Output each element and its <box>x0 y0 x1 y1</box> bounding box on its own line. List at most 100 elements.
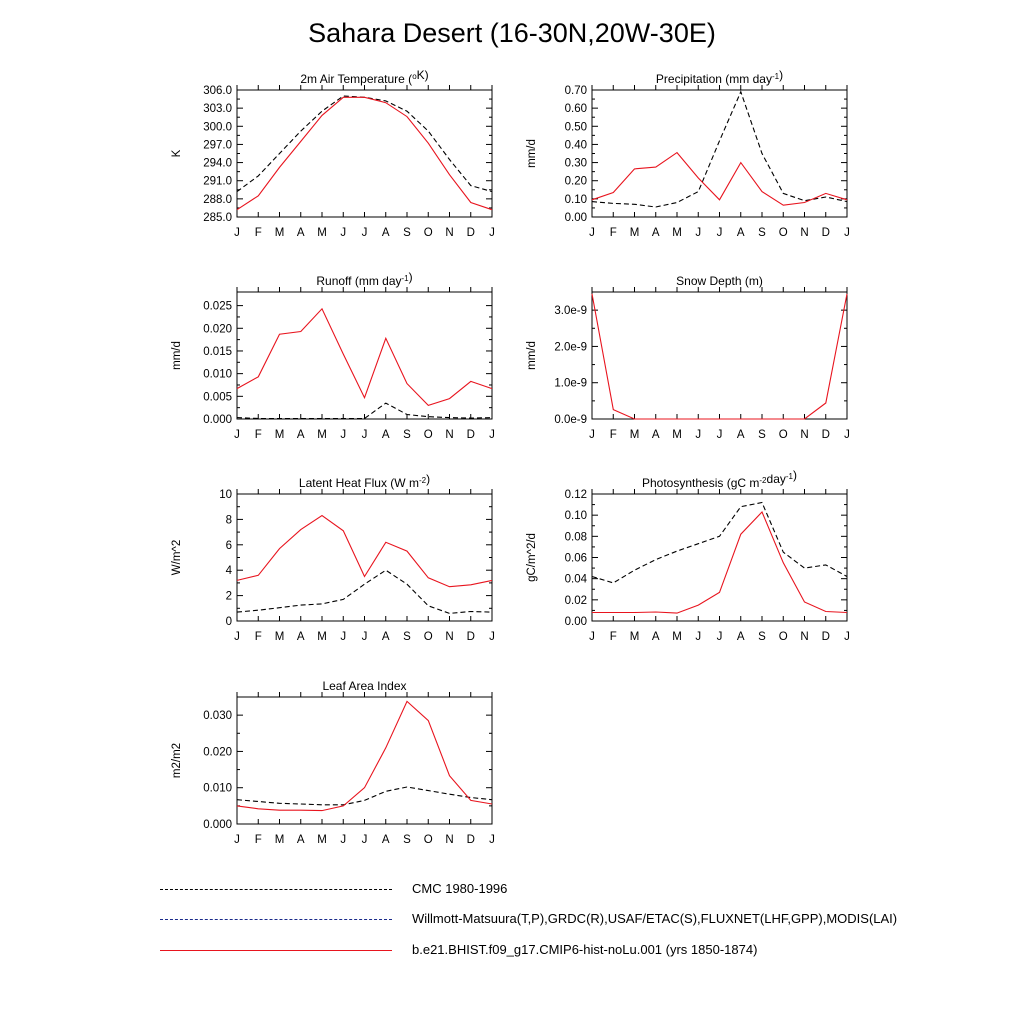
chart-title: 2m Air Temperature (oK) <box>300 68 428 86</box>
x-tick-label: D <box>467 631 475 643</box>
plot-frame <box>591 89 848 218</box>
y-tick-label: 0.06 <box>565 553 587 565</box>
y-tick-label: 0.02 <box>565 595 587 607</box>
x-tick-label: D <box>467 429 475 441</box>
series-line-model <box>236 514 493 588</box>
x-tick-label: O <box>424 834 433 846</box>
series-line-obs <box>236 402 493 420</box>
x-tick-label: O <box>424 429 433 441</box>
y-tick-label: 0.70 <box>565 85 587 97</box>
y-axis-label: m2/m2 <box>171 743 183 778</box>
x-tick-label: J <box>589 631 595 643</box>
x-tick-label: D <box>467 834 475 846</box>
x-tick-label: J <box>589 429 595 441</box>
chart-title: Leaf Area Index <box>322 679 406 693</box>
x-tick-label: M <box>317 429 327 441</box>
chart-panel-4: Snow Depth (m)mm/dJ F M A M J J A S O N D J0.0e-91.0… <box>526 274 850 441</box>
x-tick-label: S <box>758 631 766 643</box>
x-tick-label: A <box>297 631 305 643</box>
x-tick-label: J <box>717 429 723 441</box>
y-tick-label: 0.010 <box>203 369 232 381</box>
chart-title: Latent Heat Flux (W m-2) <box>299 472 430 490</box>
y-tick-label: 0.00 <box>565 616 587 628</box>
y-tick-label: 0.030 <box>203 710 232 722</box>
x-tick-label: M <box>317 834 327 846</box>
legend-label: CMC 1980-1996 <box>412 881 508 896</box>
chart-panel-6: Photosynthesis (gC m-2day-1)gC/m^2/dJ F M A… <box>526 468 850 643</box>
series-line-model <box>592 511 848 614</box>
legend-label: Willmott-Matsuura(T,P),GRDC(R),USAF/ETAC… <box>412 911 898 926</box>
chart-title: Photosynthesis (gC m-2day-1) <box>642 468 797 490</box>
x-tick-label: J <box>234 227 240 239</box>
x-tick-label: A <box>382 631 390 643</box>
y-axis-label: mm/d <box>526 139 538 168</box>
y-tick-label: 306.0 <box>203 85 232 97</box>
x-tick-label: N <box>800 631 808 643</box>
x-tick-label: A <box>382 834 390 846</box>
x-tick-label: N <box>445 834 453 846</box>
x-tick-label: J <box>234 631 240 643</box>
y-tick-label: 0 <box>226 616 232 628</box>
plot-frame <box>591 493 848 622</box>
y-tick-label: 0.025 <box>203 301 232 313</box>
y-tick-label: 0.000 <box>203 819 232 831</box>
x-tick-label: A <box>737 631 745 643</box>
y-tick-label: 0.10 <box>565 194 587 206</box>
x-tick-label: J <box>340 834 346 846</box>
chart-title: Precipitation (mm day-1) <box>656 68 783 86</box>
x-tick-label: D <box>822 631 830 643</box>
x-tick-label: J <box>695 631 701 643</box>
x-tick-label: A <box>297 227 305 239</box>
x-tick-label: D <box>822 227 830 239</box>
x-tick-label: M <box>275 631 285 643</box>
series-line-model <box>591 151 848 206</box>
x-tick-label: S <box>403 429 411 441</box>
legend-swatch-solid <box>160 950 392 951</box>
x-tick-label: J <box>695 227 701 239</box>
y-tick-label: 0.40 <box>565 139 587 151</box>
chart-panel-2: Precipitation (mm day-1)mm/dJ F M A M J J A S O N D… <box>526 68 850 239</box>
x-tick-label: M <box>275 429 285 441</box>
y-tick-label: 6 <box>226 540 232 552</box>
chart-title: Runoff (mm day-1) <box>316 270 412 288</box>
x-tick-label: A <box>297 834 305 846</box>
series-line-obs <box>236 95 493 193</box>
x-tick-label: M <box>317 227 327 239</box>
x-tick-label: F <box>255 834 262 846</box>
x-tick-label: J <box>489 227 495 239</box>
y-tick-label: 291.0 <box>203 176 232 188</box>
y-axis-label: K <box>171 149 183 157</box>
plot-frame <box>236 493 493 622</box>
y-tick-label: 0.020 <box>203 323 232 335</box>
y-tick-label: 10 <box>219 489 232 501</box>
y-tick-label: 8 <box>226 514 232 526</box>
y-tick-label: 294.0 <box>203 158 232 170</box>
y-tick-label: 0.020 <box>203 746 232 758</box>
x-tick-label: A <box>652 631 660 643</box>
y-tick-label: 0.08 <box>565 531 587 543</box>
x-tick-label: M <box>275 227 285 239</box>
x-tick-label: S <box>403 227 411 239</box>
x-tick-label: F <box>610 227 617 239</box>
x-tick-label: J <box>489 834 495 846</box>
x-tick-label: J <box>844 631 850 643</box>
x-tick-label: S <box>403 834 411 846</box>
plot-frame <box>236 89 493 218</box>
x-tick-label: N <box>445 227 453 239</box>
y-tick-label: 0.0e-9 <box>554 414 587 426</box>
y-tick-label: 300.0 <box>203 121 232 133</box>
x-tick-label: D <box>467 227 475 239</box>
x-tick-label: M <box>317 631 327 643</box>
x-tick-label: J <box>589 227 595 239</box>
chart-panel-1: 2m Air Temperature (oK)KJ F M A M J J A S O N D J285… <box>171 68 495 239</box>
x-tick-label: O <box>779 429 788 441</box>
y-tick-label: 285.0 <box>203 212 232 224</box>
y-tick-label: 0.005 <box>203 391 232 403</box>
y-tick-label: 297.0 <box>203 139 232 151</box>
series-line-obs <box>236 786 493 806</box>
x-tick-label: O <box>779 227 788 239</box>
series-line-model <box>236 307 493 407</box>
chart-panel-5: Latent Heat Flux (W m-2)W/m^2J F M A M J J A S O N… <box>171 472 495 643</box>
y-tick-label: 0.30 <box>565 158 587 170</box>
